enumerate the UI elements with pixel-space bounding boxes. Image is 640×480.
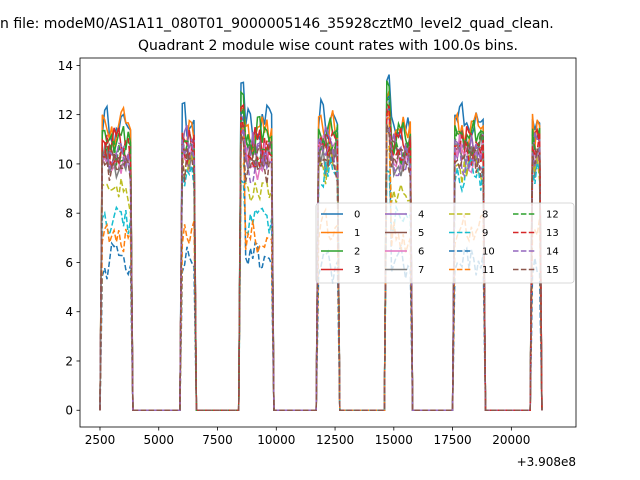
y-tick-label: 10	[58, 157, 73, 171]
legend-label-1: 1	[354, 228, 360, 239]
legend-label-14: 14	[546, 247, 559, 258]
legend-label-12: 12	[546, 210, 559, 221]
series-line-15	[99, 124, 543, 411]
chart-title: Quadrant 2 module wise count rates with …	[138, 38, 518, 54]
y-tick-label: 6	[65, 256, 73, 270]
x-tick-label: 20000	[492, 433, 530, 447]
legend-label-3: 3	[354, 265, 360, 276]
legend-label-10: 10	[482, 247, 495, 258]
legend-label-6: 6	[418, 247, 424, 258]
legend-label-11: 11	[482, 265, 495, 276]
x-tick-label: 2500	[85, 433, 116, 447]
x-tick-label: 12500	[316, 433, 354, 447]
y-tick-label: 8	[65, 207, 73, 221]
plot-area: 2500 5000 7500 10000 12500 15000 17500 20000 0 2 4…	[58, 57, 577, 447]
legend-label-2: 2	[354, 247, 360, 258]
y-tick-label: 0	[65, 404, 73, 418]
legend-label-13: 13	[546, 228, 559, 239]
legend-label-9: 9	[482, 228, 488, 239]
x-offset-label: +3.908e8	[517, 455, 576, 469]
legend-label-15: 15	[546, 265, 559, 276]
y-tick-label: 14	[58, 59, 73, 73]
figure-suptitle: n file: modeM0/AS1A11_080T01_9000005146_…	[0, 16, 554, 32]
x-tick-label: 5000	[143, 433, 174, 447]
x-tick-label: 10000	[257, 433, 295, 447]
legend-label-4: 4	[418, 210, 424, 221]
x-tick-label: 15000	[375, 433, 413, 447]
x-tick-label: 17500	[433, 433, 471, 447]
legend-label-0: 0	[354, 210, 360, 221]
legend-label-5: 5	[418, 228, 424, 239]
legend-label-8: 8	[482, 210, 488, 221]
x-tick-label: 7500	[202, 433, 233, 447]
y-tick-label: 12	[58, 108, 73, 122]
axes-frame	[79, 57, 577, 428]
y-tick-label: 4	[65, 305, 73, 319]
y-tick-label: 2	[65, 354, 73, 368]
legend-label-7: 7	[418, 265, 424, 276]
legend-box	[315, 202, 575, 284]
